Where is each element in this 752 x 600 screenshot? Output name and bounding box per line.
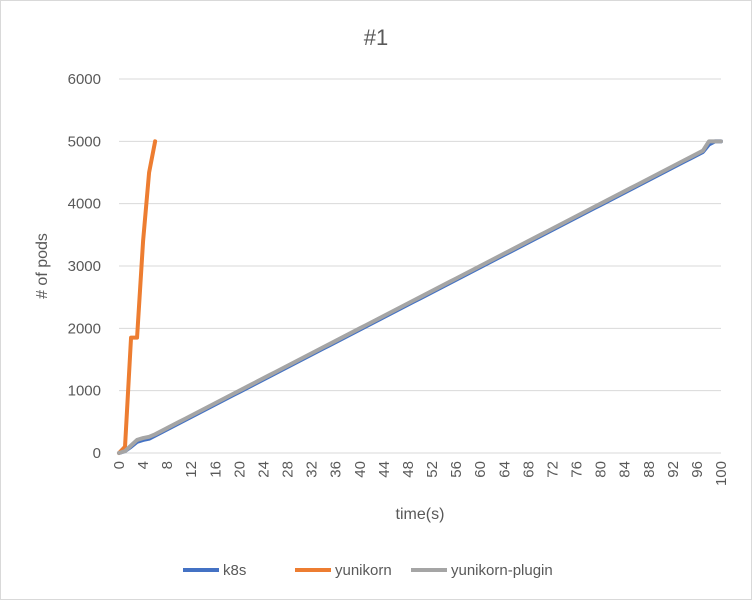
x-tick-label: 76 [569, 461, 586, 478]
x-tick-label: 32 [304, 461, 321, 478]
legend-entry: yunikorn [335, 562, 392, 579]
x-tick-label: 68 [520, 461, 537, 478]
y-tick-label: 1000 [68, 383, 101, 400]
x-tick-label: 60 [472, 461, 489, 478]
x-tick-label: 20 [231, 461, 248, 478]
y-tick-label: 4000 [68, 196, 101, 213]
x-tick-label: 52 [424, 461, 441, 478]
x-tick-label: 56 [448, 461, 465, 478]
chart-title: #1 [364, 25, 388, 50]
x-tick-label: 64 [496, 461, 513, 478]
x-tick-label: 12 [183, 461, 200, 478]
x-tick-label: 84 [617, 461, 634, 478]
series-line-yunikorn [117, 139, 158, 455]
series-line-yunikorn-plugin [117, 139, 723, 455]
y-tick-label: 6000 [68, 71, 101, 88]
y-tick-label: 5000 [68, 133, 101, 150]
x-tick-label: 16 [207, 461, 224, 478]
x-tick-label: 92 [665, 461, 682, 478]
legend-entry: k8s [223, 562, 246, 579]
x-tick-label: 88 [641, 461, 658, 478]
x-tick-label: 48 [400, 461, 417, 478]
x-tick-label: 40 [352, 461, 369, 478]
x-tick-label: 24 [255, 461, 272, 478]
x-tick-label: 44 [376, 461, 393, 478]
x-tick-label: 8 [159, 461, 176, 469]
x-tick-label: 72 [544, 461, 561, 478]
y-axis-label: # of pods [34, 233, 51, 299]
legend-entry: yunikorn-plugin [451, 562, 553, 579]
x-tick-label: 80 [593, 461, 610, 478]
y-tick-label: 3000 [68, 258, 101, 275]
x-tick-label: 28 [280, 461, 297, 478]
x-tick-label: 36 [328, 461, 345, 478]
y-tick-label: 0 [93, 445, 101, 462]
x-axis-label: time(s) [396, 506, 445, 523]
y-tick-label: 2000 [68, 320, 101, 337]
x-tick-label: 0 [111, 461, 128, 469]
x-tick-label: 4 [135, 461, 152, 469]
x-tick-label: 96 [689, 461, 706, 478]
x-tick-label: 100 [713, 461, 730, 486]
